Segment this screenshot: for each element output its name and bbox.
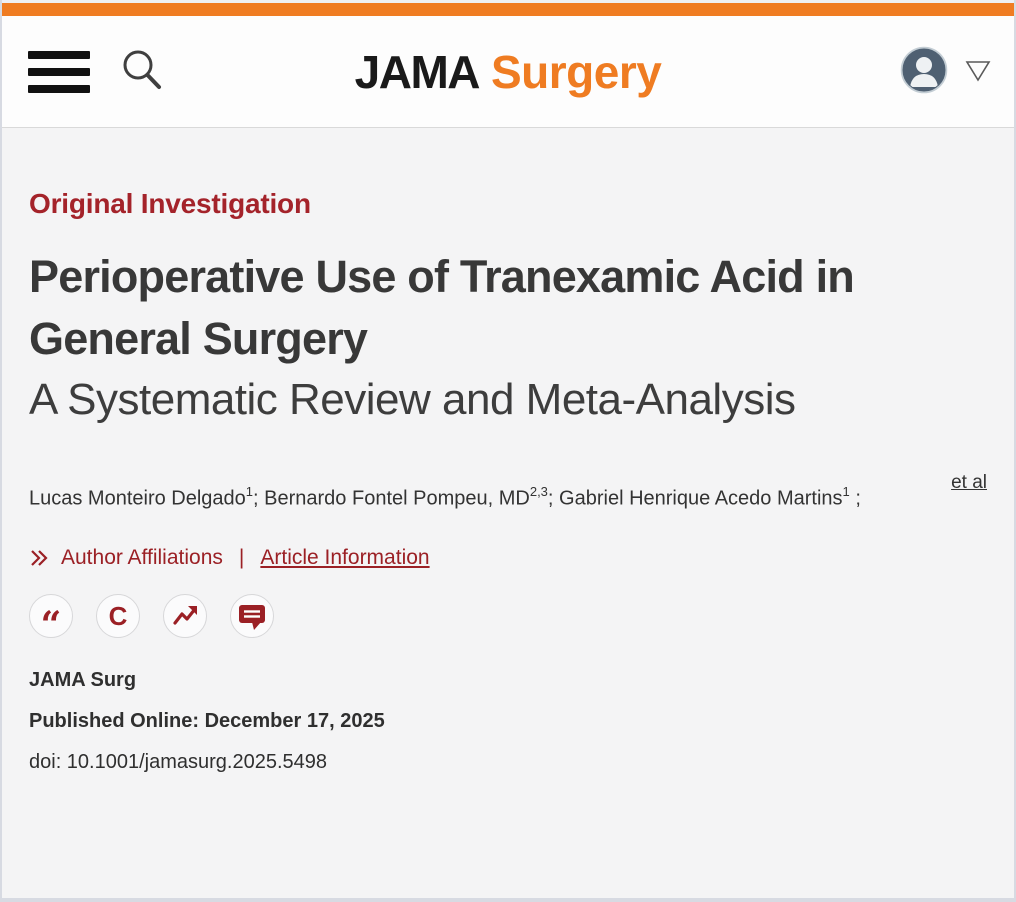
metrics-button[interactable] xyxy=(163,593,207,638)
cited-by-button[interactable]: C xyxy=(96,593,140,638)
et-al-link[interactable]: et al xyxy=(951,472,987,493)
doi-text: doi: 10.1001/jamasurg.2025.5498 xyxy=(29,750,328,773)
brand-primary-text: JAMA xyxy=(354,45,481,98)
article-title: Perioperative Use of Tranexamic Acid in … xyxy=(29,246,987,370)
author-name[interactable]: Gabriel Henrique Acedo Martins xyxy=(559,487,843,510)
article-type-label[interactable]: Original Investigation xyxy=(29,188,311,219)
article-links-row: Author Affiliations | Article Informatio… xyxy=(29,546,987,570)
author-name[interactable]: Lucas Monteiro Delgado xyxy=(29,487,246,510)
top-strip xyxy=(2,0,1014,3)
hamburger-icon xyxy=(28,50,90,59)
article-title-line2: General Surgery xyxy=(29,313,368,364)
author-affiliation-sup: 1 xyxy=(842,484,850,499)
author-affiliations-link[interactable]: Author Affiliations xyxy=(61,545,223,569)
brand-accent-bar xyxy=(2,3,1014,16)
author-list: Lucas Monteiro Delgado1; Bernardo Fontel… xyxy=(29,484,861,510)
author-affiliation-sup: 1 xyxy=(245,484,254,499)
site-header: JAMA Surgery xyxy=(2,16,1014,128)
author-name[interactable]: Bernardo Fontel Pompeu, MD xyxy=(264,487,530,510)
chevron-down-icon xyxy=(965,61,991,82)
trend-arrow-icon xyxy=(173,605,197,625)
search-button[interactable] xyxy=(118,46,166,97)
cite-button[interactable]: “ xyxy=(29,593,73,643)
letter-c-icon: C xyxy=(108,600,128,631)
article-subtitle: A Systematic Review and Meta-Analysis xyxy=(29,375,796,424)
links-separator: | xyxy=(238,545,245,569)
user-avatar-icon xyxy=(900,46,948,94)
article-title-line1: Perioperative Use of Tranexamic Acid in xyxy=(29,251,855,302)
article-information-link[interactable]: Article Information xyxy=(260,545,430,569)
account-dropdown-toggle[interactable] xyxy=(964,57,992,86)
journal-abbrev: JAMA Surg xyxy=(29,668,137,691)
brand-secondary-text: Surgery xyxy=(490,45,662,98)
author-affiliation-sup: 2,3 xyxy=(529,484,548,499)
authors-row: Lucas Monteiro Delgado1; Bernardo Fontel… xyxy=(29,468,987,524)
menu-button[interactable] xyxy=(28,50,90,93)
comments-button[interactable] xyxy=(230,593,274,638)
published-online-date: Published Online: December 17, 2025 xyxy=(29,709,385,732)
search-icon xyxy=(123,50,161,89)
account-button[interactable] xyxy=(900,46,948,97)
article-header-region: Original Investigation Perioperative Use… xyxy=(2,128,1014,898)
double-chevron-icon xyxy=(29,548,49,568)
article-action-buttons: “ C xyxy=(29,593,987,643)
article-meta: JAMA Surg Published Online: December 17,… xyxy=(29,660,987,783)
speech-bubble-icon xyxy=(239,604,265,630)
